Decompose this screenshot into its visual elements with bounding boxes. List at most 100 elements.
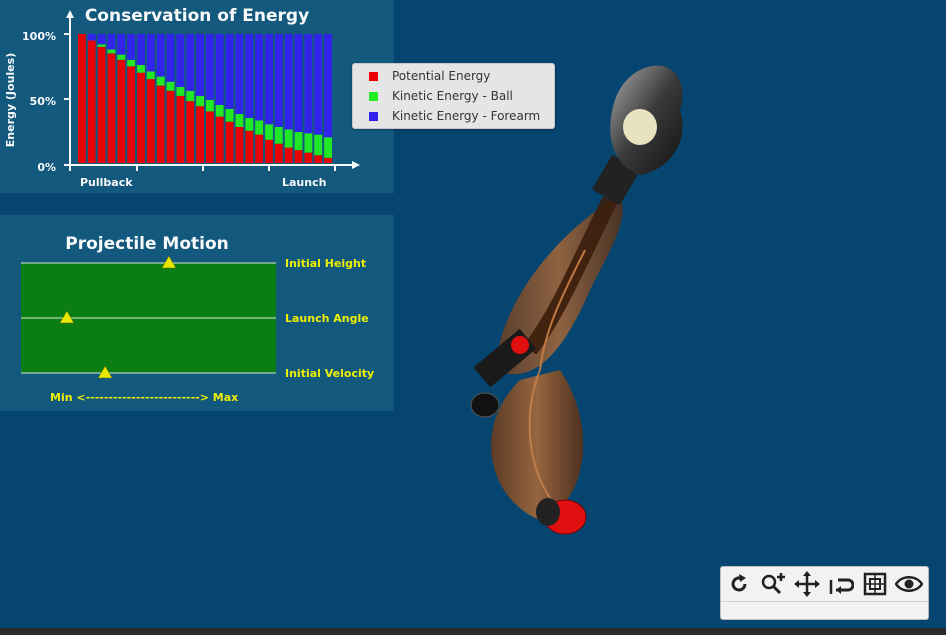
forearm-tendon [539, 249, 586, 371]
bar-seg-0-11 [186, 101, 195, 163]
bar-seg-1-25 [324, 137, 332, 158]
zoom-button[interactable] [757, 569, 789, 599]
rotate-button[interactable] [723, 569, 755, 599]
pan-button[interactable] [791, 569, 823, 599]
bar-seg-2-19 [265, 34, 273, 125]
bar-seg-0-23 [304, 152, 313, 163]
bar-seg-1-19 [265, 124, 273, 140]
bar-seg-2-7 [146, 34, 155, 72]
bar-seg-2-5 [127, 34, 135, 60]
bar-seg-2-1 [87, 34, 96, 41]
energy-panel: Conservation of Energy Energy (Joules) 1… [0, 0, 394, 193]
elbow-joint-cap [536, 498, 560, 526]
bar-seg-2-24 [314, 34, 323, 135]
bar-seg-0-0 [78, 34, 86, 163]
bar-seg-2-10 [176, 34, 185, 87]
bar-seg-2-14 [215, 34, 224, 105]
bar-seg-0-12 [196, 106, 204, 163]
bar-seg-0-16 [235, 126, 244, 163]
rotate-icon [731, 574, 747, 592]
legend-item-potential: Potential Energy [369, 67, 490, 85]
hand-cup [610, 65, 683, 175]
bar-seg-1-22 [294, 132, 303, 151]
bar-seg-1-17 [245, 117, 254, 131]
energy-bars [78, 34, 332, 164]
reset-view-button[interactable] [825, 569, 857, 599]
undo-icon [829, 578, 854, 594]
bar-seg-0-14 [215, 116, 224, 163]
bar-seg-0-24 [314, 155, 323, 163]
view-toolbar [720, 566, 929, 620]
bar-seg-0-2 [97, 46, 106, 163]
bar-seg-0-7 [146, 79, 155, 163]
bar-seg-0-17 [245, 130, 254, 164]
bar-seg-1-16 [235, 114, 244, 127]
bar-seg-2-11 [186, 34, 195, 91]
ytick-50: 50% [30, 95, 56, 108]
bar-seg-2-17 [245, 34, 254, 118]
ball [623, 109, 657, 145]
bar-seg-0-3 [107, 53, 116, 163]
energy-chart: Energy (Joules) 100% 50% 0% Pullback Lau… [4, 10, 360, 189]
eye-icon [895, 576, 923, 592]
bar-seg-2-3 [107, 34, 116, 50]
bar-seg-1-14 [215, 105, 224, 117]
bar-seg-0-1 [87, 40, 96, 163]
bar-seg-2-12 [196, 34, 204, 96]
initial-height-label: Initial Height [285, 257, 367, 270]
bar-seg-0-25 [324, 157, 332, 163]
bar-seg-1-2 [97, 44, 106, 47]
bar-seg-1-18 [255, 120, 263, 135]
bar-seg-2-6 [137, 34, 145, 65]
forearm-muscle [495, 195, 623, 375]
wrist [592, 154, 640, 206]
forearm-bone [523, 196, 618, 355]
initial-velocity-slider-handle[interactable] [97, 365, 113, 379]
bar-seg-0-21 [284, 147, 293, 163]
legend-swatch-kinetic-forearm [369, 111, 378, 121]
shoulder-mount [473, 328, 537, 388]
bar-seg-0-6 [137, 72, 145, 163]
bar-seg-2-4 [117, 34, 126, 55]
toolbar-separator [721, 601, 928, 602]
xtick-pullback: Pullback [80, 176, 133, 189]
energy-chart-title: Conservation of Energy [84, 6, 310, 26]
bar-seg-1-11 [186, 90, 195, 102]
visibility-button[interactable] [893, 569, 925, 599]
bar-seg-0-8 [156, 85, 165, 163]
bar-seg-0-4 [117, 59, 126, 163]
legend-item-kinetic-ball: Kinetic Energy - Ball [369, 87, 513, 105]
ytick-100: 100% [22, 30, 56, 43]
legend-item-kinetic-forearm: Kinetic Energy - Forearm [369, 107, 540, 125]
x-axis-arrow [352, 161, 360, 169]
projectile-sliders [21, 255, 276, 379]
launch-angle-slider-handle[interactable] [59, 310, 75, 324]
legend-swatch-potential [369, 71, 378, 81]
fit-icon [863, 572, 887, 596]
launch-angle-label: Launch Angle [285, 312, 369, 325]
bar-seg-0-18 [255, 134, 263, 163]
bottom-strip [0, 628, 946, 635]
bar-seg-1-20 [274, 126, 283, 144]
fit-view-button[interactable] [859, 569, 891, 599]
bar-seg-0-22 [294, 150, 303, 163]
bar-seg-1-9 [166, 81, 175, 91]
projectile-title: Projectile Motion [65, 234, 229, 254]
legend-swatch-kinetic-ball [369, 91, 378, 101]
bar-seg-1-12 [196, 95, 204, 107]
initial-height-slider-handle[interactable] [161, 255, 177, 269]
y-axis-arrow [66, 10, 74, 18]
ytick-0: 0% [37, 161, 56, 174]
shoulder-joint [511, 336, 529, 354]
bar-seg-1-15 [225, 108, 234, 122]
bar-seg-2-9 [166, 34, 175, 82]
bar-seg-1-3 [107, 49, 116, 54]
upper-arm-tendon [528, 369, 561, 511]
bar-seg-1-24 [314, 134, 323, 156]
bar-seg-1-5 [127, 59, 135, 67]
bar-seg-1-8 [156, 76, 165, 86]
bar-seg-1-10 [176, 86, 185, 96]
legend-label-kinetic-forearm: Kinetic Energy - Forearm [392, 109, 541, 123]
bar-seg-1-6 [137, 65, 145, 73]
initial-velocity-label: Initial Velocity [285, 367, 375, 380]
